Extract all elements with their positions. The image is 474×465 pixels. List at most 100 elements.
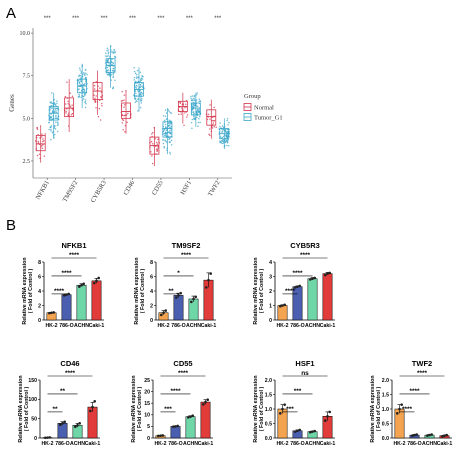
jitter-point bbox=[114, 56, 117, 59]
significance-label: *** bbox=[214, 16, 222, 22]
comparison-label: **** bbox=[54, 288, 65, 295]
data-point bbox=[296, 429, 299, 433]
x-tick-label: ACHN bbox=[305, 441, 320, 447]
jitter-point bbox=[107, 52, 110, 55]
jitter-point bbox=[108, 65, 110, 68]
jitter-point bbox=[51, 107, 54, 109]
jitter-point bbox=[162, 142, 165, 145]
jitter-point bbox=[142, 76, 144, 78]
jitter-point bbox=[111, 87, 114, 90]
y-axis-subtitle: ( Fold of Control ) bbox=[259, 269, 265, 314]
comparison-label: **** bbox=[300, 252, 311, 259]
jitter-point bbox=[54, 128, 57, 130]
jitter-point bbox=[224, 134, 226, 137]
data-point bbox=[160, 313, 163, 317]
data-point bbox=[190, 300, 193, 304]
comparison-label: **** bbox=[178, 370, 189, 377]
jitter-point bbox=[137, 110, 139, 112]
jitter-point bbox=[209, 128, 211, 130]
data-point bbox=[324, 273, 327, 277]
jitter-point bbox=[165, 118, 168, 121]
jitter-point bbox=[36, 154, 39, 157]
jitter-point bbox=[110, 74, 113, 76]
data-point bbox=[95, 279, 98, 283]
data-point bbox=[298, 284, 302, 288]
jitter-point bbox=[164, 115, 167, 117]
x-tick-label: Caki-1 bbox=[320, 323, 336, 329]
jitter-point bbox=[226, 144, 228, 147]
comparison-label: * bbox=[177, 270, 180, 277]
jitter-point bbox=[195, 93, 198, 96]
data-point bbox=[445, 433, 449, 437]
data-point bbox=[428, 433, 431, 437]
y-tick-label: 0.5 bbox=[265, 421, 272, 427]
y-tick-label: 0 bbox=[38, 318, 41, 324]
jitter-point bbox=[65, 110, 67, 113]
jitter-point bbox=[80, 96, 83, 99]
jitter-point bbox=[50, 113, 52, 115]
jitter-point bbox=[193, 97, 195, 100]
data-point bbox=[80, 283, 83, 287]
jitter-point bbox=[168, 122, 170, 124]
x-tick-label: TWF2 bbox=[207, 180, 222, 198]
data-point bbox=[324, 419, 327, 422]
data-point bbox=[398, 407, 401, 411]
jitter-point bbox=[36, 128, 39, 130]
jitter-point bbox=[66, 81, 68, 83]
bar bbox=[200, 401, 211, 439]
jitter-point bbox=[98, 107, 101, 110]
jitter-point bbox=[163, 119, 166, 122]
jitter-point bbox=[49, 101, 51, 104]
jitter-point bbox=[139, 100, 142, 102]
data-point bbox=[209, 272, 212, 275]
jitter-point bbox=[135, 92, 137, 94]
jitter-point bbox=[167, 109, 170, 111]
bar-chart-title: TWF2 bbox=[412, 359, 432, 368]
data-point bbox=[164, 309, 167, 312]
jitter-point bbox=[179, 102, 182, 104]
comparison-label: **** bbox=[402, 406, 413, 413]
jitter-point bbox=[100, 96, 102, 98]
jitter-point bbox=[53, 110, 56, 113]
bar-chart-title: CYB5R3 bbox=[290, 241, 320, 250]
jitter-point bbox=[213, 106, 216, 109]
y-tick-label: 0 bbox=[269, 318, 272, 324]
jitter-point bbox=[180, 107, 183, 109]
data-point bbox=[309, 430, 312, 434]
bar-chart-hsf1: HSF1 0.0 0.5 1.0 1.5 2.0 Relative mRNA express… bbox=[253, 359, 335, 447]
x-tick-label: HSF1 bbox=[179, 180, 193, 197]
y-tick-label: 8 bbox=[150, 260, 153, 266]
x-tick-label: HK-2 bbox=[154, 441, 166, 447]
jitter-point bbox=[150, 140, 153, 143]
jitter-point bbox=[97, 115, 100, 118]
jitter-point bbox=[56, 130, 59, 133]
jitter-point bbox=[197, 105, 199, 108]
jitter-point bbox=[127, 112, 129, 115]
x-tick-label: ACHN bbox=[74, 323, 89, 329]
y-tick-label: 150 bbox=[28, 378, 37, 384]
y-axis-subtitle: ( Fold of Control ) bbox=[28, 269, 34, 314]
comparison-label: ** bbox=[60, 388, 66, 395]
jitter-point bbox=[124, 103, 126, 106]
jitter-point bbox=[150, 151, 152, 153]
x-tick-label: HK-2 bbox=[276, 323, 288, 329]
panel-a-label: A bbox=[6, 5, 16, 22]
y-tick-label: 1.0 bbox=[382, 407, 389, 413]
comparison-label: **** bbox=[65, 370, 76, 377]
jitter-point bbox=[226, 136, 228, 139]
x-tick-label: ACHN bbox=[183, 441, 198, 447]
jitter-point bbox=[84, 99, 87, 101]
jitter-point bbox=[80, 70, 83, 73]
data-point bbox=[415, 433, 419, 436]
legend-entry: Tumor_G1 bbox=[254, 114, 283, 121]
jitter-point bbox=[165, 112, 168, 114]
jitter-point bbox=[84, 106, 87, 109]
jitter-point bbox=[56, 102, 58, 105]
jitter-point bbox=[139, 71, 142, 73]
jitter-point bbox=[227, 124, 229, 126]
jitter-point bbox=[186, 116, 188, 118]
jitter-point bbox=[80, 72, 82, 74]
jitter-point bbox=[99, 119, 102, 121]
jitter-point bbox=[193, 104, 196, 107]
